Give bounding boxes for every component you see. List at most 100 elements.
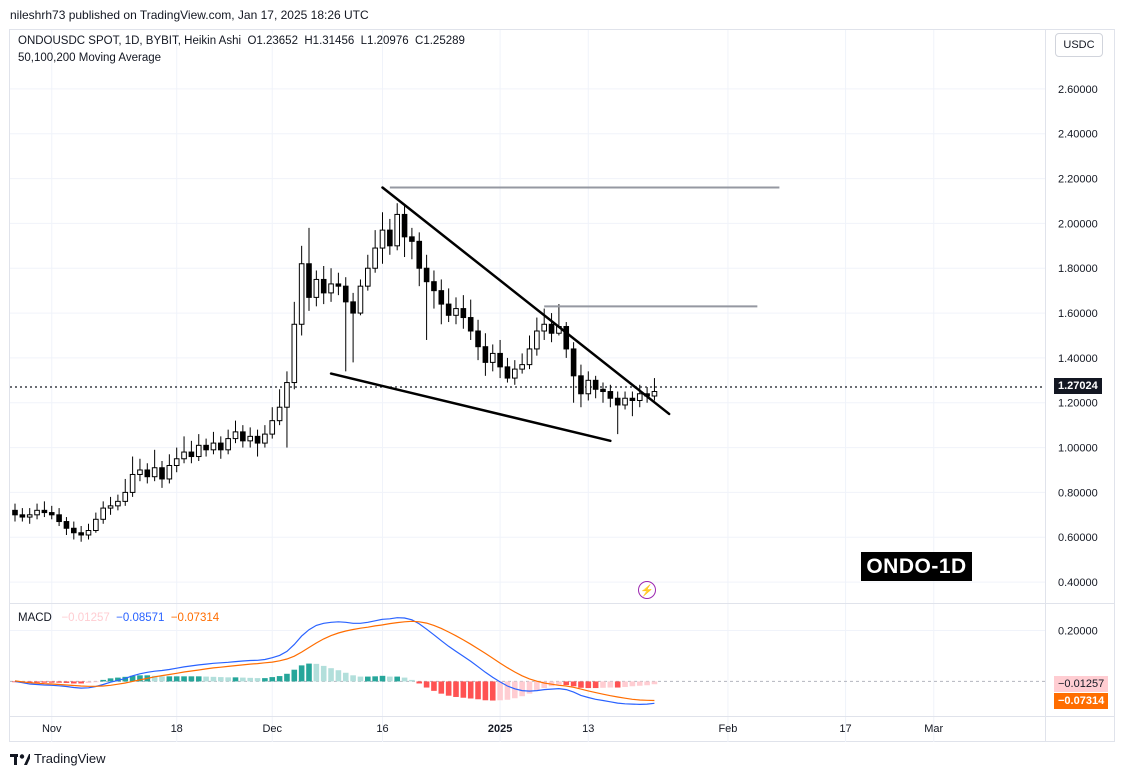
grid	[10, 30, 1115, 742]
x-tick-label: Nov	[42, 723, 62, 735]
candle-down	[387, 229, 393, 247]
macd-hist-bar	[34, 681, 40, 683]
macd-hist-bar	[460, 681, 467, 698]
macd-hist-bar	[71, 681, 77, 684]
currency-selector[interactable]: USDC	[1055, 33, 1103, 57]
candle-up	[85, 530, 92, 536]
macd-hist-bar	[607, 681, 614, 688]
macd-hist-bar	[504, 681, 511, 700]
macd-hist-bar	[578, 681, 584, 688]
candle-down	[592, 379, 599, 390]
candle-down	[570, 348, 577, 377]
macd-hist-bar	[100, 679, 106, 682]
lightning-icon[interactable]: ⚡	[638, 581, 656, 599]
candle-up	[379, 229, 386, 249]
macd-hist-bar	[115, 677, 121, 682]
candle-up	[394, 213, 400, 247]
candle-down	[159, 467, 165, 480]
y-tick-label: 0.80000	[1058, 487, 1098, 499]
macd-hist-bar	[122, 676, 129, 682]
macd-hist-bar	[306, 663, 312, 682]
macd-legend[interactable]: MACD −0.01257 −0.08571 −0.07314	[18, 612, 219, 624]
macd-hist-bar	[563, 681, 570, 685]
candle-up	[328, 283, 334, 294]
macd-hist-bar	[218, 677, 224, 682]
chart-watermark: ONDO-1D	[861, 552, 972, 581]
macd-hist-bar	[210, 676, 217, 682]
x-tick-label: Dec	[262, 723, 282, 735]
candle-down	[350, 301, 356, 314]
macd-hist-bar	[173, 676, 180, 682]
candle-up	[173, 458, 180, 466]
candle-up	[372, 247, 378, 269]
candle-down	[335, 283, 342, 287]
y-tick-label: 1.00000	[1058, 443, 1098, 455]
macd-hist-bar	[181, 676, 187, 682]
candle-up	[489, 352, 496, 363]
candle-up	[585, 379, 592, 395]
candle-down	[12, 509, 18, 516]
candle-down	[482, 346, 489, 363]
candle-down	[48, 512, 55, 516]
y-tick-label: 0.40000	[1058, 577, 1098, 589]
candle-up	[100, 507, 107, 520]
candle-down	[475, 330, 481, 348]
candle-down	[409, 236, 415, 242]
macd-hist-bar	[482, 681, 489, 701]
macd-hist-bar	[387, 676, 393, 682]
symbol-legend[interactable]: ONDOUSDC SPOT, 1D, BYBIT, Heikin Ashi O1…	[18, 35, 465, 47]
x-tick-label: Mar	[924, 723, 943, 735]
candle-down	[203, 444, 209, 451]
tradingview-brand[interactable]: TradingView	[10, 751, 106, 766]
candle-down	[497, 352, 503, 368]
candle-up	[453, 308, 459, 316]
candle-up	[107, 505, 114, 509]
candle-down	[254, 435, 261, 444]
y-tick-label: 1.20000	[1058, 398, 1098, 410]
macd-hist-bar	[614, 681, 621, 688]
y-tick-label: 2.60000	[1058, 84, 1098, 96]
candle-up	[195, 444, 202, 458]
macd-hist-bar	[622, 681, 628, 688]
y-tick-label: 2.20000	[1058, 174, 1098, 186]
y-tick-label: 1.40000	[1058, 353, 1098, 365]
macd-hist-bar	[534, 681, 540, 691]
macd-hist-bar	[585, 681, 592, 689]
macd-hist-bar	[423, 681, 430, 688]
candle-up	[269, 420, 276, 435]
candle-down	[240, 431, 246, 442]
candle-up	[519, 364, 525, 370]
candle-down	[188, 451, 195, 458]
macd-histogram	[12, 663, 658, 701]
candle-up	[210, 442, 217, 451]
macd-title: MACD	[18, 612, 52, 624]
brand-name: TradingView	[34, 751, 106, 766]
macd-line	[14, 617, 655, 706]
candle-up	[298, 263, 305, 325]
macd-y-tick-label: 0.20000	[1058, 625, 1098, 637]
macd-hist-bar	[512, 681, 518, 699]
candle-up	[122, 491, 129, 502]
candle-up	[34, 509, 40, 516]
candle-up	[357, 285, 364, 314]
macd-hist-bar	[247, 677, 253, 682]
signal-line	[14, 620, 655, 702]
macd-hist-bar	[26, 681, 33, 683]
macd-hist-bar	[298, 665, 305, 682]
macd-signal-axis-label: −0.07314	[1054, 693, 1109, 709]
macd-hist-bar	[78, 681, 84, 684]
macd-hist-bar	[262, 678, 268, 682]
macd-hist-bar	[269, 677, 276, 682]
ohlc-low: L1.20976	[360, 35, 409, 47]
macd-hist-bar	[636, 681, 643, 686]
ma-legend[interactable]: 50,100,200 Moving Average	[18, 52, 162, 64]
candle-up	[291, 323, 298, 384]
macd-hist-bar	[497, 681, 503, 701]
symbol-title: ONDOUSDC SPOT, 1D, BYBIT, Heikin Ashi	[18, 35, 242, 47]
candle-down	[218, 442, 224, 451]
macd-hist-bar	[320, 665, 327, 682]
candle-up	[651, 391, 658, 397]
x-tick-label: 18	[171, 723, 183, 735]
macd-line-value: −0.08571	[116, 612, 165, 624]
